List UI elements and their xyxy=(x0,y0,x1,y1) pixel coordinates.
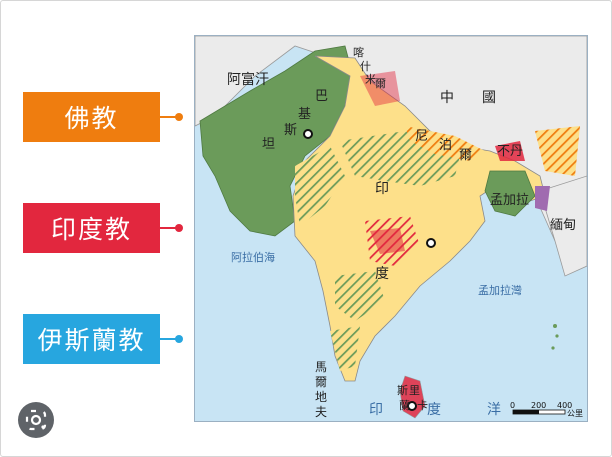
bangladesh-region xyxy=(484,170,536,217)
myanmar-land xyxy=(539,175,588,277)
label-pakistan-4: 坦 xyxy=(262,137,275,152)
islamabad-marker xyxy=(303,129,313,139)
label-afghanistan: 阿富汗 xyxy=(227,71,269,88)
andaman-island-1 xyxy=(553,324,557,328)
kashmir-area xyxy=(360,71,400,106)
visual-search-button[interactable] xyxy=(18,402,54,438)
label-bay-of-bengal: 孟加拉灣 xyxy=(478,283,522,297)
label-china-1: 中 xyxy=(440,90,454,106)
sri-lanka-region xyxy=(399,375,426,419)
legend-buddhism-button[interactable]: 佛教 xyxy=(23,92,160,142)
andaman-island-3 xyxy=(551,346,555,350)
label-indian-ocean-3: 洋 xyxy=(487,402,501,418)
mixed-islam-area-3 xyxy=(335,271,385,321)
legend-buddhism-dot xyxy=(175,113,183,121)
legend-islam-button[interactable]: 伊斯蘭教 xyxy=(23,314,160,364)
label-indian-ocean-2: 度 xyxy=(427,402,441,418)
scale-tick-0: 0 xyxy=(510,401,515,410)
label-china-2: 國 xyxy=(482,90,496,106)
label-srilanka-2: 里 xyxy=(409,384,420,397)
northeast-buddhist-area xyxy=(535,126,580,176)
label-india-2: 度 xyxy=(375,266,389,282)
label-indian-ocean-1: 印 xyxy=(369,402,383,418)
bhutan-area xyxy=(495,141,525,161)
label-maldives-3: 地 xyxy=(315,390,327,404)
legend-islam-dot xyxy=(175,335,183,343)
label-kashmir-4: 爾 xyxy=(375,77,386,90)
map-svg: 阿富汗 巴 基 斯 坦 喀 什 米 爾 中 國 尼 泊 爾 不丹 印 度 孟加拉… xyxy=(194,35,588,419)
legend-islam-label: 伊斯蘭教 xyxy=(37,326,146,355)
religion-map: 阿富汗 巴 基 斯 坦 喀 什 米 爾 中 國 尼 泊 爾 不丹 印 度 孟加拉… xyxy=(194,35,588,422)
label-india-1: 印 xyxy=(375,181,389,197)
label-kashmir-1: 喀 xyxy=(353,46,364,59)
legend-islam-leader xyxy=(160,338,178,340)
label-kashmir-2: 什 xyxy=(360,60,371,73)
legend-hinduism-dot xyxy=(175,224,183,232)
label-arabian-sea: 阿拉伯海 xyxy=(231,250,275,264)
scale-tick-200: 200 xyxy=(531,401,546,410)
nepal-buddhist-area xyxy=(405,126,485,161)
lens-icon xyxy=(25,409,47,431)
label-nepal-2: 泊 xyxy=(439,138,452,153)
label-srilanka-3: 蘭 xyxy=(399,399,410,412)
pakistan-region xyxy=(199,45,354,237)
myanmar-border-strip xyxy=(535,186,550,211)
scale-tick-400: 400 xyxy=(557,401,572,410)
label-maldives-2: 爾 xyxy=(315,375,327,389)
label-pakistan-2: 基 xyxy=(298,107,311,122)
label-kashmir-3: 米 xyxy=(365,73,376,86)
legend-buddhism-label: 佛教 xyxy=(64,104,119,133)
nagpur-marker xyxy=(426,238,436,248)
label-bangladesh: 孟加拉 xyxy=(490,193,529,208)
label-maldives-1: 馬 xyxy=(315,360,327,374)
mixed-islam-area-4 xyxy=(330,326,360,371)
label-nepal-1: 尼 xyxy=(415,129,428,144)
label-pakistan-3: 斯 xyxy=(284,123,297,138)
mixed-islam-area-1 xyxy=(295,146,345,226)
legend-buddhism-leader xyxy=(160,116,178,118)
label-srilanka-4: 卡 xyxy=(417,399,428,412)
scale-bar-fill xyxy=(513,410,539,414)
legend-hinduism-leader xyxy=(160,227,178,229)
colombo-marker xyxy=(407,401,417,411)
legend-hinduism-button[interactable]: 印度教 xyxy=(23,203,160,253)
scale-unit: 公里 xyxy=(567,409,583,418)
legend-hinduism-label: 印度教 xyxy=(50,215,132,244)
label-srilanka-1: 斯 xyxy=(397,384,408,397)
scale-bar: 0 200 400 公里 xyxy=(510,401,583,418)
hindu-solid-area xyxy=(370,228,405,254)
label-bhutan: 不丹 xyxy=(497,144,523,159)
label-myanmar: 緬甸 xyxy=(550,218,576,233)
label-pakistan-1: 巴 xyxy=(315,89,328,104)
label-maldives-4: 夫 xyxy=(315,405,327,419)
andaman-island-2 xyxy=(555,334,559,338)
label-nepal-3: 爾 xyxy=(459,148,472,163)
